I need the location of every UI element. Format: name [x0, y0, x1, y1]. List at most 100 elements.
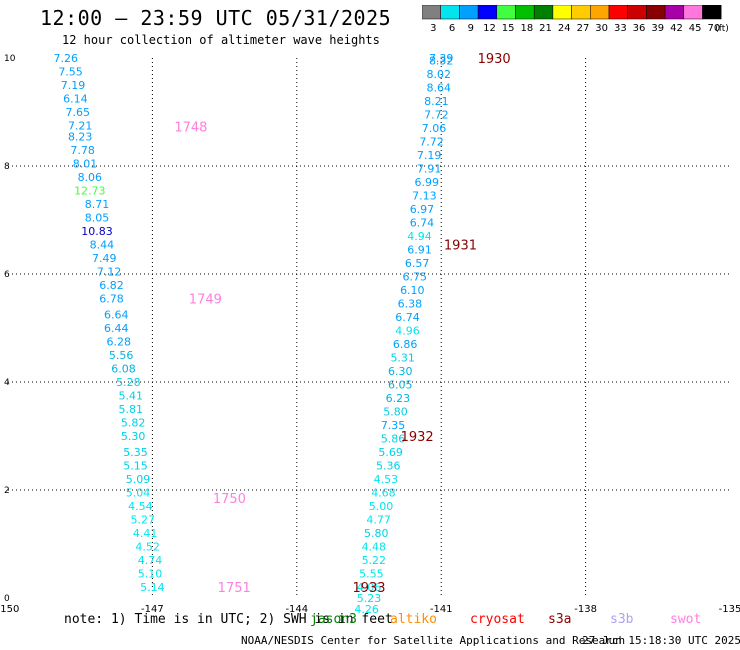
wave-height-value: 6.82 [99, 279, 124, 292]
wave-height-value: 8.01 [73, 157, 98, 170]
pass-time-label: 1749 [189, 292, 222, 307]
colorbar-label: 6 [449, 23, 455, 34]
pass-time-label: 1750 [213, 492, 246, 507]
wave-height-value: 5.69 [378, 446, 403, 459]
chart-title: 12:00 – 23:59 UTC 05/31/2025 [40, 6, 392, 30]
wave-height-value: 6.28 [106, 336, 131, 349]
wave-height-value: 6.99 [415, 176, 440, 189]
colorbar-label: 30 [595, 23, 608, 34]
colorbar-label: 36 [633, 23, 646, 34]
y-tick-label: 2 [4, 486, 10, 496]
colorbar-label: 15 [502, 23, 515, 34]
wave-height-value: 6.14 [63, 93, 88, 106]
wave-height-value: 4.96 [395, 325, 420, 338]
wave-height-value: 8.71 [85, 198, 110, 211]
pass-time-label: 1933 [352, 581, 385, 596]
wave-height-value: 6.78 [99, 292, 124, 305]
colorbar-label: 42 [670, 23, 683, 34]
x-tick-label: -150 [0, 604, 19, 615]
chart-subtitle: 12 hour collection of altimeter wave hei… [62, 33, 380, 47]
wave-height-value: 7.26 [54, 52, 79, 65]
wave-height-value: 5.56 [109, 349, 134, 362]
wave-height-value: 8.06 [78, 171, 103, 184]
wave-height-value: 5.09 [126, 473, 151, 486]
colorbar-unit: (ft) [715, 24, 729, 34]
wave-height-value: 7.39 [429, 52, 454, 65]
wave-height-value: 5.41 [118, 390, 143, 403]
wave-height-value: 5.14 [140, 581, 165, 594]
wave-height-value: 7.65 [66, 106, 91, 119]
wave-height-value: 4.48 [362, 541, 387, 554]
x-tick-label: -147 [141, 604, 164, 615]
wave-height-value: 7.13 [412, 190, 437, 203]
wave-height-value: 6.75 [402, 271, 427, 284]
credit-text: NOAA/NESDIS Center for Satellite Applica… [241, 634, 626, 647]
wave-height-value: 5.81 [118, 403, 143, 416]
legend-jason3: jason3 [310, 612, 357, 627]
wave-height-value: 7.12 [97, 265, 122, 278]
wave-height-value: 4.26 [354, 603, 379, 616]
wave-height-value: 7.55 [58, 66, 83, 79]
wave-height-value: 5.30 [121, 430, 146, 443]
legend-altiko: altiko [390, 612, 437, 627]
y-tick-label: 10 [4, 54, 16, 64]
wave-height-value: 4.77 [366, 514, 391, 527]
colorbar-label: 3 [430, 23, 436, 34]
colorbar-label: 27 [577, 23, 590, 34]
wave-height-value: 4.41 [133, 527, 158, 540]
footer-note: note: 1) Time is in UTC; 2) SWH is in fe… [64, 612, 393, 627]
wave-height-value: 7.19 [417, 149, 442, 162]
wave-height-value: 6.23 [386, 392, 411, 405]
wave-height-value: 6.91 [407, 244, 432, 257]
wave-height-value: 6.08 [111, 363, 136, 376]
wave-height-value: 5.36 [376, 460, 401, 473]
colorbar-label: 18 [520, 23, 533, 34]
wave-height-value: 5.86 [381, 433, 406, 446]
colorbar-label: 45 [689, 23, 702, 34]
wave-height-value: 6.86 [393, 338, 418, 351]
colorbar-label: 9 [468, 23, 474, 34]
x-tick-label: -135 [719, 604, 740, 615]
wave-height-value: 5.04 [126, 487, 151, 500]
wave-height-value: 7.49 [92, 252, 117, 265]
wave-height-value: 5.22 [362, 554, 387, 567]
wave-height-value: 6.74 [410, 217, 435, 230]
colorbar-label: 33 [614, 23, 627, 34]
wave-height-value: 6.38 [398, 298, 423, 311]
wave-height-value: 8.23 [68, 130, 93, 143]
wave-height-value: 12.73 [74, 184, 106, 197]
wave-height-value: 8.02 [427, 68, 452, 81]
legend-cryosat: cryosat [470, 612, 525, 627]
x-tick-label: -138 [574, 604, 597, 615]
wave-height-value: 8.44 [90, 238, 115, 251]
wave-height-value: 7.72 [419, 136, 444, 149]
wave-height-value: 4.68 [371, 487, 396, 500]
colorbar-label: 39 [651, 23, 664, 34]
wave-height-value: 6.44 [104, 322, 129, 335]
wave-height-value: 5.80 [364, 527, 389, 540]
legend-s3b: s3b [610, 612, 634, 627]
wave-height-value: 8.32 [429, 55, 454, 68]
wave-height-value: 7.91 [417, 163, 442, 176]
wave-height-value: 7.21 [68, 120, 93, 133]
colorbar-label: 70 [707, 23, 720, 34]
wave-height-value: 4.06 [357, 581, 382, 594]
colorbar-label: 24 [558, 23, 571, 34]
wave-height-value: 4.94 [407, 230, 432, 243]
wave-height-value: 6.10 [400, 284, 425, 297]
wave-height-value: 5.31 [390, 352, 415, 365]
wave-height-value: 6.05 [388, 379, 413, 392]
wave-height-value: 7.78 [70, 144, 95, 157]
wave-height-value: 4.74 [138, 554, 163, 567]
wave-height-value: 8.05 [85, 211, 110, 224]
wave-height-value: 6.97 [410, 203, 435, 216]
wave-height-value: 5.35 [123, 446, 148, 459]
pass-time-label: 1931 [444, 238, 477, 253]
wave-height-value: 6.30 [388, 365, 413, 378]
wave-height-value: 4.54 [128, 500, 153, 513]
pass-time-label: 1930 [478, 52, 511, 67]
wave-height-value: 5.80 [383, 406, 408, 419]
wave-height-value: 8.64 [427, 82, 452, 95]
colorbar-swatch [702, 5, 722, 20]
